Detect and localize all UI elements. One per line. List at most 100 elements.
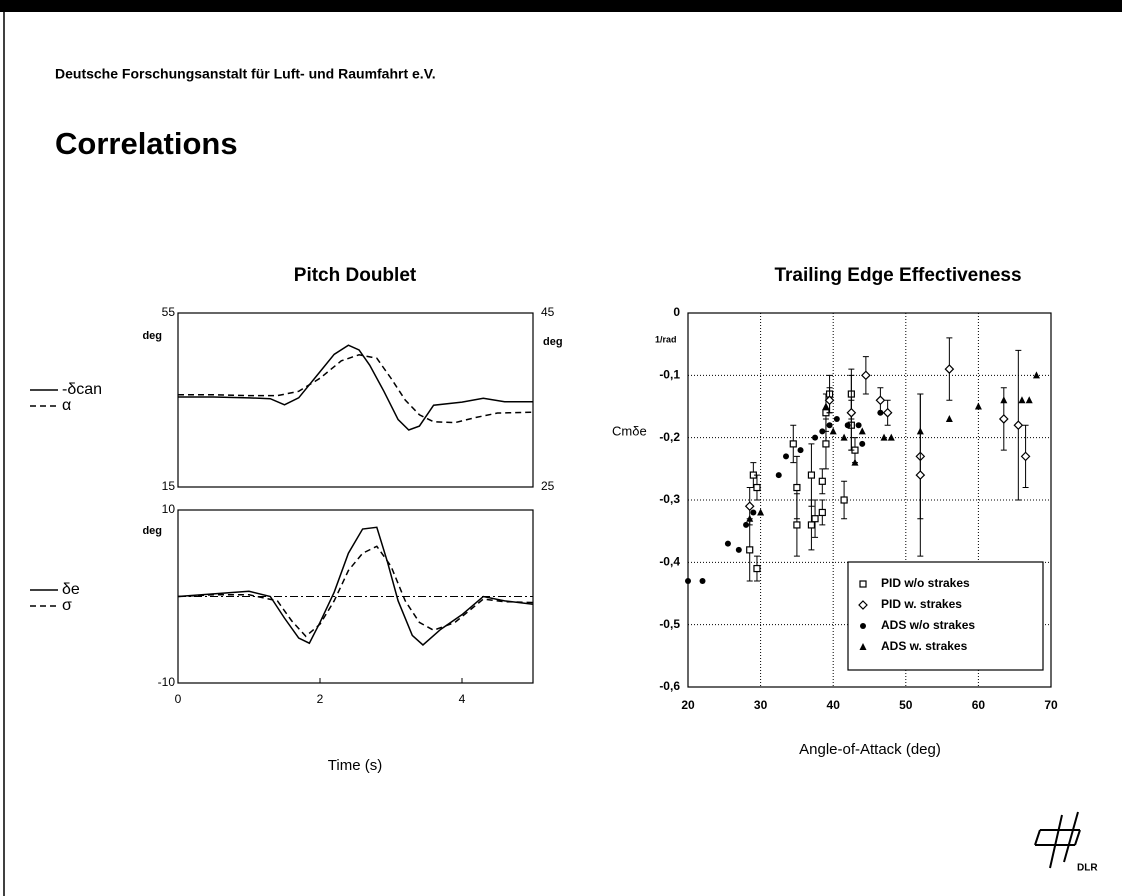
point	[822, 440, 830, 448]
organization: Deutsche Forschungsanstalt für Luft- und…	[55, 66, 436, 82]
point	[915, 470, 926, 480]
point	[851, 458, 859, 466]
y-axis-label: Cmδe	[612, 423, 647, 438]
legend-marker	[860, 623, 866, 629]
point	[840, 496, 848, 504]
point	[746, 514, 754, 522]
point	[859, 440, 866, 447]
point	[724, 540, 731, 547]
y-tick-label: 55	[162, 305, 176, 319]
legend-label: PID w. strakes	[881, 597, 962, 611]
point	[829, 427, 837, 435]
point	[1025, 396, 1033, 404]
legend-label: δe	[62, 581, 80, 598]
y2-tick-label: 45	[541, 305, 555, 319]
point	[844, 422, 851, 429]
point	[746, 546, 754, 554]
point	[797, 447, 804, 454]
legend-label: σ	[62, 597, 72, 614]
y2-tick-label: 25	[541, 479, 555, 493]
point	[807, 521, 816, 529]
x-tick-label: 30	[754, 698, 768, 712]
point	[1020, 451, 1031, 462]
point	[793, 483, 801, 492]
point	[944, 364, 955, 374]
legend-label: PID w/o strakes	[881, 576, 970, 590]
point	[818, 477, 826, 485]
point	[826, 422, 833, 429]
point	[1018, 396, 1026, 404]
y-tick-label: -0,5	[659, 617, 680, 631]
point	[744, 501, 755, 512]
y-tick-label: -10	[158, 675, 176, 689]
x-tick-label: 40	[827, 698, 841, 712]
point	[753, 564, 761, 573]
legend-marker	[858, 600, 868, 610]
point	[819, 428, 826, 435]
point	[822, 402, 830, 410]
point	[793, 521, 801, 529]
point	[1032, 371, 1040, 379]
y-tick-label: 0	[673, 305, 680, 319]
point	[1000, 396, 1008, 404]
legend-marker	[859, 580, 867, 588]
series-line	[178, 353, 534, 424]
top-bar	[0, 0, 1122, 12]
point	[998, 414, 1009, 424]
series-line	[177, 545, 534, 638]
x-tick-label: 50	[899, 698, 913, 712]
y-tick-label: -0,3	[659, 492, 680, 506]
x-tick-label: 60	[972, 698, 986, 712]
plot-frame	[177, 312, 534, 488]
dlr-logo	[1034, 811, 1081, 869]
point	[858, 427, 866, 435]
y-unit: 1/rad	[655, 334, 677, 344]
point	[775, 472, 782, 479]
legend-box	[847, 561, 1044, 671]
x-tick-label: 2	[317, 692, 324, 706]
y-unit: deg	[142, 525, 162, 537]
point	[877, 409, 884, 416]
point	[735, 546, 742, 553]
point	[807, 471, 816, 479]
series-line	[177, 526, 534, 646]
y-tick-label: -0,4	[659, 555, 680, 569]
point	[743, 521, 750, 528]
point	[916, 427, 924, 435]
legend-label: ADS w. strakes	[881, 639, 968, 653]
point	[945, 414, 953, 422]
point	[1013, 420, 1024, 431]
point	[887, 433, 895, 441]
point	[783, 453, 790, 460]
x-tick-label: 4	[459, 692, 466, 706]
y-tick-label: 15	[162, 479, 176, 493]
y-unit: deg	[142, 330, 162, 342]
point	[875, 395, 886, 406]
point	[685, 578, 691, 585]
y2-unit: deg	[543, 336, 563, 348]
point	[812, 434, 819, 441]
point	[833, 415, 840, 422]
plot-frame	[687, 312, 1052, 688]
y-tick-label: -0,2	[659, 430, 680, 444]
x-tick-label: 70	[1044, 698, 1058, 712]
point	[750, 509, 757, 516]
y-tick-label: -0,6	[659, 679, 680, 693]
x-axis-label: Angle-of-Attack (deg)	[799, 741, 941, 758]
chart-title: Trailing Edge Effectiveness	[774, 265, 1021, 286]
x-axis-label: Time (s)	[328, 757, 382, 774]
point	[840, 433, 848, 441]
point	[789, 440, 797, 448]
slide-title: Correlations	[55, 126, 238, 161]
point	[699, 578, 706, 585]
point	[855, 422, 862, 429]
point	[811, 515, 819, 523]
legend-marker	[859, 643, 867, 650]
y-tick-label: -0,1	[659, 368, 680, 382]
point	[757, 508, 765, 516]
point	[880, 433, 888, 441]
logo-text: DLR	[1077, 863, 1098, 874]
point	[824, 395, 835, 406]
legend-label: ADS w/o strakes	[881, 618, 975, 632]
